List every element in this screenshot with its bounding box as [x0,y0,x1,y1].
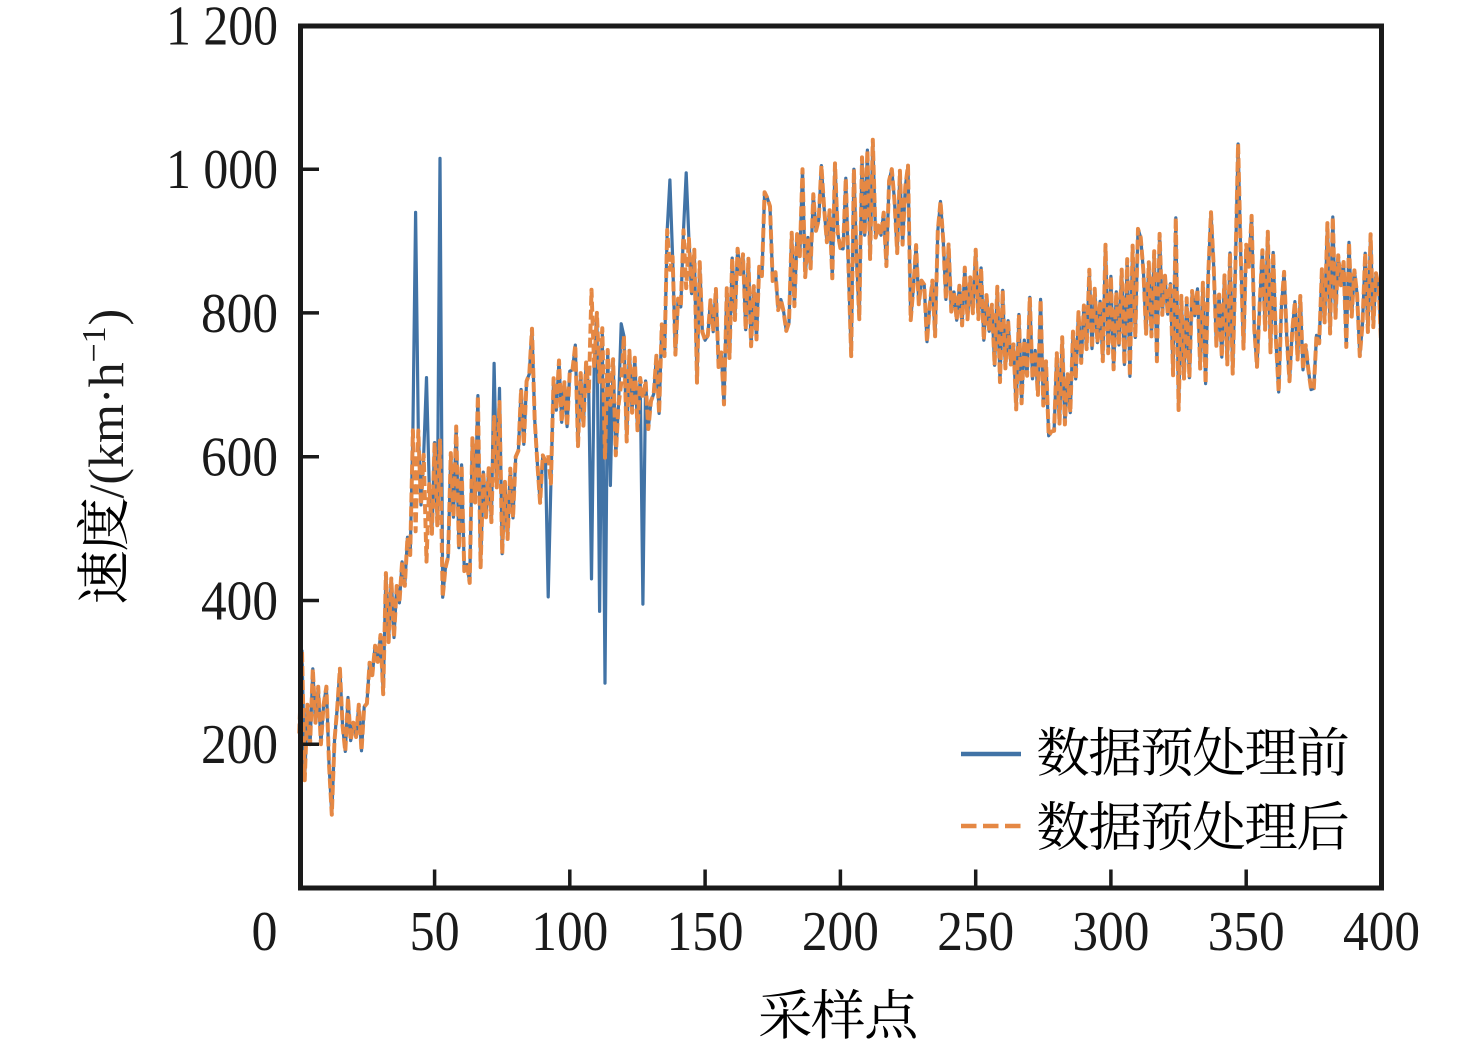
svg-text:−1: −1 [76,326,113,362]
svg-text:/(km·h: /(km·h [78,362,134,498]
svg-text:250: 250 [937,901,1014,963]
svg-text:350: 350 [1208,901,1285,963]
svg-text:150: 150 [667,901,744,963]
svg-text:0: 0 [252,901,278,963]
svg-text:): ) [78,309,134,326]
svg-text:50: 50 [410,901,460,963]
svg-text:400: 400 [201,571,278,633]
svg-text:1 000: 1 000 [166,139,278,201]
svg-text:200: 200 [201,714,278,776]
svg-text:600: 600 [201,427,278,489]
svg-text:1 200: 1 200 [166,0,278,57]
svg-text:200: 200 [802,901,879,963]
svg-text:300: 300 [1072,901,1149,963]
svg-text:400: 400 [1343,901,1420,963]
svg-text:100: 100 [531,901,608,963]
svg-text:800: 800 [201,283,278,345]
